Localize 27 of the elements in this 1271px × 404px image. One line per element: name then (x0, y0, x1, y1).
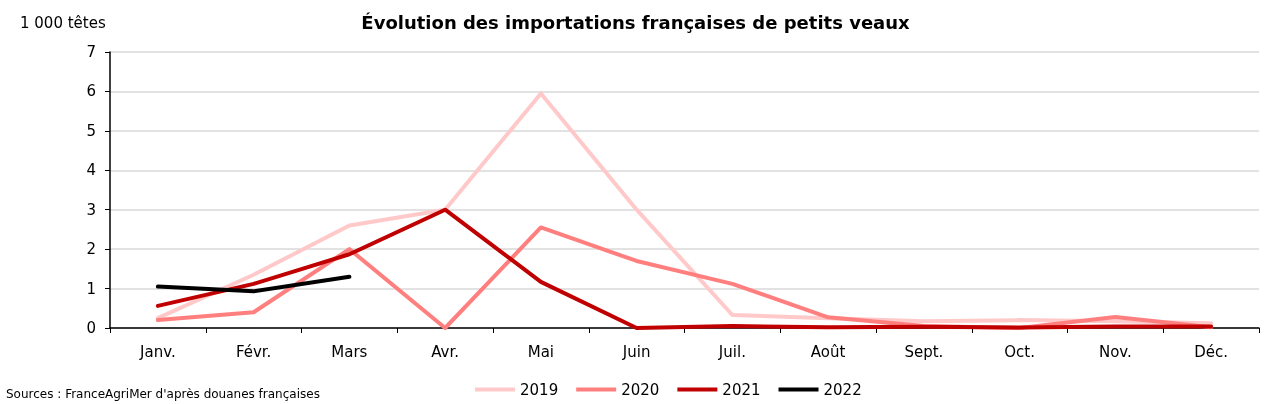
legend-label: 2020 (621, 380, 660, 399)
y-tick-label: 4 (86, 161, 96, 180)
x-tick-label: Mai (527, 342, 555, 361)
x-tick-label: Sept. (904, 342, 944, 361)
x-tick-label: Déc. (1194, 342, 1229, 361)
y-axis-title: 1 000 têtes (20, 13, 106, 32)
x-tick-label: Nov. (1098, 342, 1132, 361)
y-tick-label: 2 (86, 240, 96, 259)
x-tick-label: Mars (331, 342, 368, 361)
legend-label: 2022 (823, 380, 862, 399)
legend-label: 2019 (520, 380, 559, 399)
x-tick-label: Oct. (1004, 342, 1035, 361)
legend-label: 2021 (722, 380, 761, 399)
y-tick-label: 0 (86, 319, 96, 337)
y-tick-label: 6 (86, 82, 96, 101)
x-tick-label: Juil. (717, 342, 746, 361)
y-tick-label: 7 (86, 43, 96, 61)
y-tick-label: 5 (86, 121, 96, 140)
x-tick-label: Juin (621, 342, 651, 361)
x-tick-label: Avr. (431, 342, 460, 361)
x-tick-label: Août (810, 342, 846, 361)
y-tick-label: 1 (86, 279, 96, 298)
source-note: Sources : FranceAgriMer d'après douanes françaises (6, 387, 320, 401)
chart-title: Évolution des importations françaises de petits veaux (361, 11, 911, 33)
x-tick-label: Janv. (139, 342, 176, 361)
x-tick-label: Févr. (235, 342, 272, 361)
y-tick-label: 3 (86, 200, 96, 219)
